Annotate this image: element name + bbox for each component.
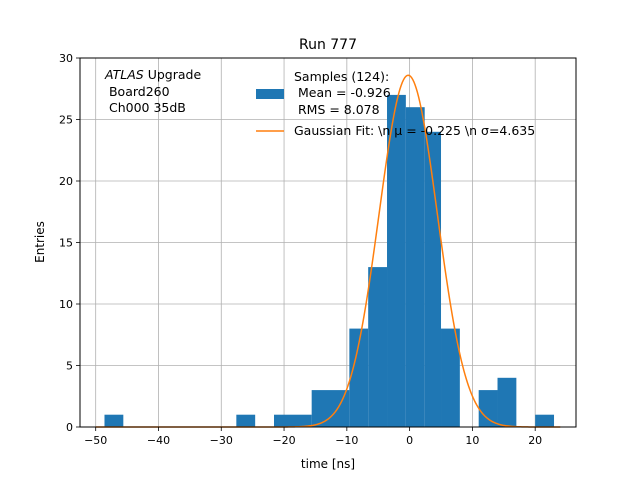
board-label: Board260 bbox=[105, 84, 170, 99]
legend: Samples (124): Mean = -0.926 RMS = 8.078… bbox=[256, 69, 535, 138]
y-tick-label: 10 bbox=[59, 298, 73, 311]
y-tick-label: 5 bbox=[66, 360, 73, 373]
x-tick-label: −40 bbox=[147, 434, 170, 447]
y-tick-label: 15 bbox=[59, 237, 73, 250]
atlas-annotation: ATLAS Upgrade Board260 Ch000 35dB bbox=[104, 67, 201, 115]
histogram-bar bbox=[311, 390, 350, 427]
histogram-bar bbox=[497, 377, 517, 427]
chart-title: Run 777 bbox=[299, 37, 357, 53]
y-axis-label: Entries bbox=[33, 221, 47, 263]
x-tick-label: −50 bbox=[84, 434, 107, 447]
legend-samples-line2: Mean = -0.926 bbox=[294, 85, 391, 100]
y-tick-label: 0 bbox=[66, 421, 73, 434]
x-tick-label: 10 bbox=[465, 434, 479, 447]
upgrade-label: Upgrade bbox=[144, 67, 202, 82]
svg-text:ATLAS Upgrade: ATLAS Upgrade bbox=[104, 67, 201, 82]
y-tick-label: 25 bbox=[59, 114, 73, 127]
histogram-bars bbox=[104, 94, 555, 428]
x-axis-ticks: −50 −40 −30 −20 −10 0 10 20 bbox=[84, 427, 542, 447]
histogram-bar bbox=[441, 328, 460, 427]
histogram-bar bbox=[405, 107, 425, 427]
x-tick-label: −20 bbox=[272, 434, 295, 447]
y-axis-ticks: 0 5 10 15 20 25 30 bbox=[59, 52, 80, 434]
x-tick-label: −10 bbox=[335, 434, 358, 447]
histogram-bar bbox=[274, 414, 312, 427]
legend-samples-line3: RMS = 8.078 bbox=[294, 102, 380, 117]
x-tick-label: −30 bbox=[210, 434, 233, 447]
histogram-bar bbox=[478, 390, 498, 427]
legend-fit-label: Gaussian Fit: \n μ = -0.225 \n σ=4.635 bbox=[294, 123, 535, 138]
histogram-bar bbox=[104, 414, 124, 427]
x-tick-label: 20 bbox=[528, 434, 542, 447]
legend-samples-swatch bbox=[256, 89, 284, 99]
histogram-bar bbox=[387, 94, 406, 428]
channel-label: Ch000 35dB bbox=[105, 100, 186, 115]
x-tick-label: 0 bbox=[406, 434, 413, 447]
histogram-bar bbox=[236, 414, 256, 427]
x-axis-label: time [ns] bbox=[301, 457, 355, 471]
legend-samples-line1: Samples (124): bbox=[294, 69, 389, 84]
histogram-bar bbox=[349, 328, 369, 427]
y-tick-label: 20 bbox=[59, 175, 73, 188]
atlas-italic-label: ATLAS bbox=[104, 67, 144, 82]
histogram-bar bbox=[535, 414, 555, 427]
y-tick-label: 30 bbox=[59, 52, 73, 65]
histogram-bar bbox=[368, 267, 388, 427]
